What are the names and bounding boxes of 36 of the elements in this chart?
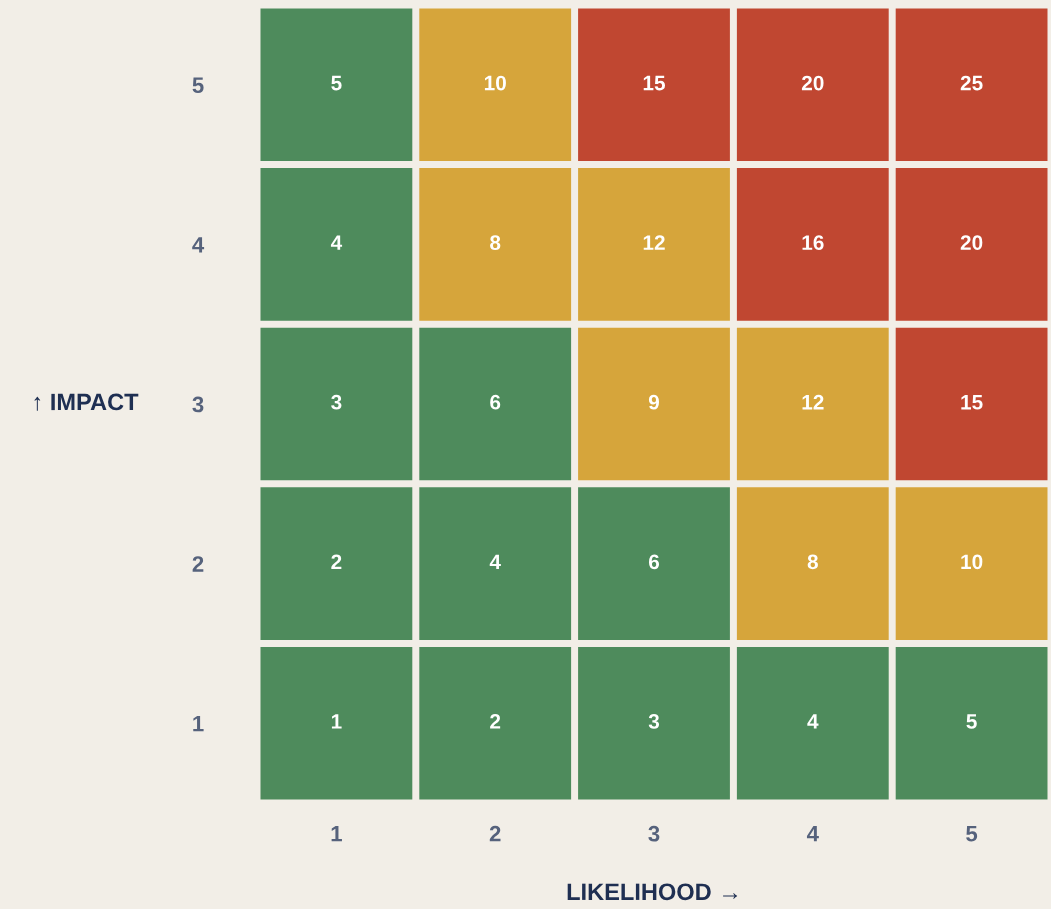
x-tick-label: 3: [648, 714, 660, 729]
x-tick-label: 2: [490, 714, 501, 729]
data-label: 15: [643, 75, 666, 91]
data-label: 4: [806, 826, 819, 842]
data-label: 15: [961, 395, 983, 410]
y-tick-label: 5: [192, 77, 204, 94]
y-axis-title: ↑ IMPACT: [34, 393, 139, 411]
x-axis-title: LIKELIHOOD →: [567, 883, 738, 901]
data-label: 10: [484, 75, 506, 91]
data-label: 12: [643, 235, 665, 250]
data-label: 3: [648, 825, 660, 842]
data-label: 4: [489, 554, 501, 569]
data-label: 8: [807, 554, 818, 570]
data-label: 16: [802, 235, 824, 250]
data-label: 12: [802, 394, 824, 410]
data-label: 5: [966, 826, 978, 842]
data-label: 25: [960, 75, 983, 91]
x-tick-label: 4: [807, 714, 819, 729]
data-label: 4: [330, 235, 343, 250]
data-label: 9: [648, 394, 660, 410]
data-label: 6: [490, 394, 501, 410]
data-label: 3: [331, 394, 342, 410]
data-label: 8: [490, 235, 501, 250]
data-label: 5: [331, 75, 342, 91]
data-label: 10: [961, 554, 983, 570]
data-label: 20: [960, 235, 983, 250]
data-label: 1: [331, 826, 342, 842]
y-tick-label: 2: [192, 556, 204, 572]
x-tick-label: 1: [331, 714, 342, 729]
y-tick-label: 3: [192, 396, 204, 413]
data-label: 6: [648, 554, 660, 570]
data-label: 20: [801, 75, 824, 91]
y-tick-label: 4: [192, 237, 205, 253]
data-label: 2: [331, 554, 342, 569]
x-tick-label: 5: [966, 714, 977, 729]
data-label: 2: [489, 825, 501, 842]
